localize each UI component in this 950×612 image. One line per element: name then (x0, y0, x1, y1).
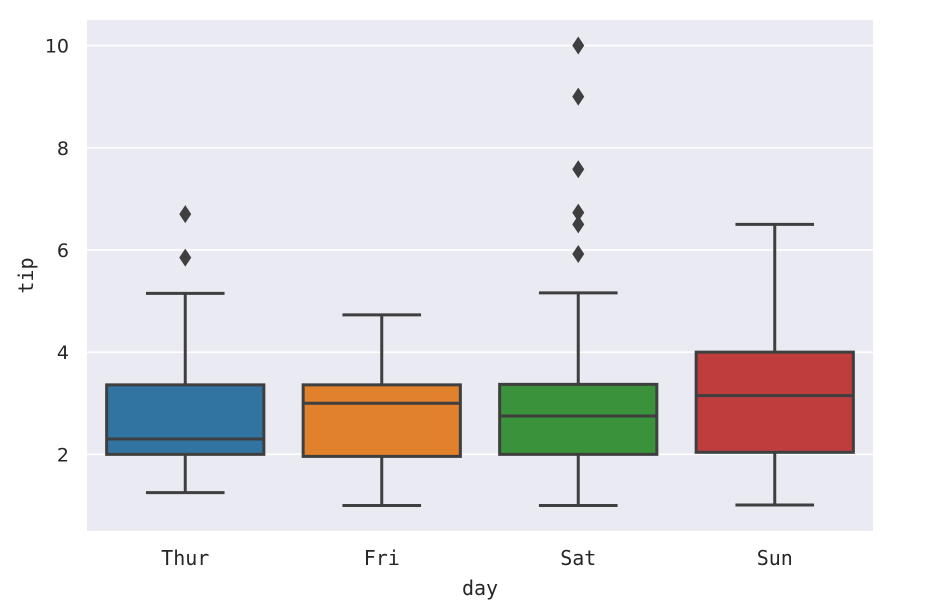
y-tick-label: 4 (57, 342, 69, 364)
y-tick-label: 6 (57, 240, 69, 262)
y-tick-labels: 2 4 6 8 10 (45, 36, 69, 467)
y-tick-label: 10 (45, 36, 69, 58)
y-axis-label: tip (14, 257, 38, 293)
box-sun (694, 222, 855, 507)
boxes-layer (105, 36, 855, 507)
box-thur (105, 205, 266, 495)
box-sat (498, 36, 659, 507)
x-axis-label: day (462, 576, 498, 600)
outlier-point (572, 245, 585, 264)
outlier-point (179, 248, 192, 267)
y-tick-label: 2 (57, 444, 69, 466)
x-tick-label: Sun (757, 546, 793, 570)
x-tick-labels: Thur Fri Sat Sun (161, 546, 793, 570)
outlier-point (572, 36, 585, 55)
iqr-box (105, 383, 266, 456)
outlier-point (572, 215, 585, 234)
box-fri (301, 313, 462, 507)
outlier-point (572, 87, 585, 106)
x-tick-label: Fri (364, 546, 400, 570)
outlier-point (179, 205, 192, 224)
iqr-box (498, 382, 659, 456)
outlier-point (572, 160, 585, 179)
x-tick-label: Sat (560, 546, 596, 570)
outlier-point (572, 203, 585, 222)
iqr-box (301, 383, 462, 458)
iqr-box (694, 350, 855, 454)
x-tick-label: Thur (161, 546, 209, 570)
y-tick-label: 8 (57, 138, 69, 160)
